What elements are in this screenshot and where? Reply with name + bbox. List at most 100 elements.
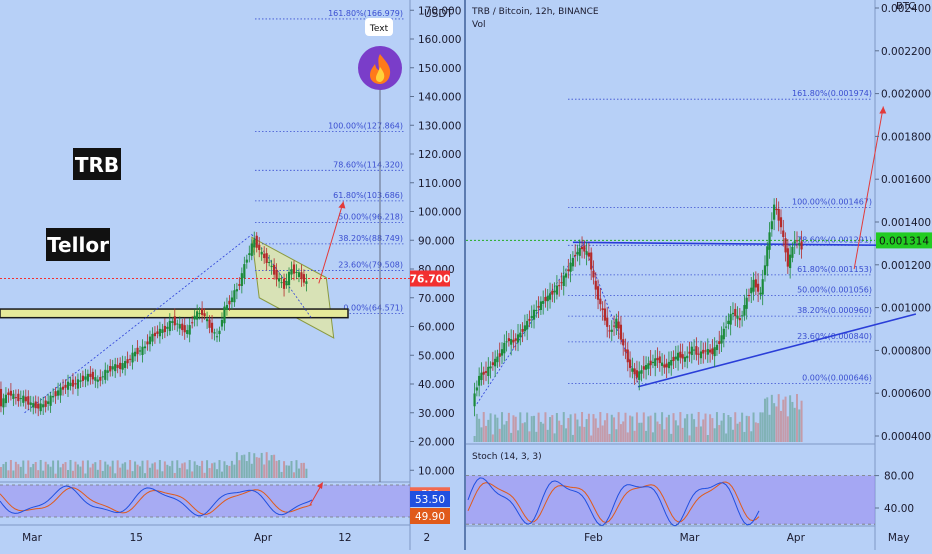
right-candle	[768, 232, 771, 250]
right-candle	[759, 292, 762, 295]
right-candle	[754, 279, 757, 288]
left-candle	[205, 319, 209, 322]
left-candle	[121, 363, 124, 370]
left-candle	[178, 324, 181, 329]
right-candle	[734, 308, 737, 317]
right-volume-bar	[505, 421, 508, 442]
support-trendline	[637, 313, 917, 388]
left-volume-bar	[250, 463, 253, 478]
right-candle	[766, 246, 769, 267]
text-annotation[interactable]: Text	[365, 18, 393, 36]
left-currency-label: USDT	[424, 8, 453, 20]
left-volume-bar	[230, 460, 233, 478]
right-candle	[482, 371, 485, 375]
right-volume-bar	[567, 418, 570, 442]
left-volume-bar	[37, 470, 40, 478]
tellor-label[interactable]: Tellor	[46, 228, 110, 261]
right-candle	[784, 238, 787, 253]
volume-legend-label[interactable]: Vol	[472, 20, 485, 30]
right-candle	[665, 363, 668, 368]
right-volume-bar	[761, 412, 764, 442]
right-current-price-badge[interactable]: 0.001314	[876, 232, 932, 249]
right-candle	[478, 375, 481, 386]
right-volume-bar	[576, 419, 579, 442]
left-candle	[27, 396, 30, 405]
left-candle	[265, 253, 268, 263]
left-volume-bar	[176, 460, 179, 478]
left-volume-bar	[258, 457, 261, 478]
left-candle	[173, 316, 176, 326]
svg-text:0.001314: 0.001314	[879, 235, 929, 247]
right-candle	[702, 349, 705, 354]
right-time-label: Apr	[787, 532, 806, 544]
svg-text:TRB: TRB	[75, 153, 119, 177]
right-volume-bar	[667, 414, 670, 442]
right-stoch-axis: 80.00 40.00	[875, 471, 914, 515]
right-candle	[777, 208, 780, 221]
right-candle	[567, 269, 570, 272]
left-volume-bar	[114, 473, 117, 478]
right-candle	[750, 287, 753, 294]
right-candle	[741, 315, 744, 317]
right-candle	[761, 279, 764, 295]
right-volume-bar	[603, 420, 606, 442]
right-candle	[507, 338, 510, 342]
left-volume-bar	[17, 464, 20, 478]
symbol-header[interactable]: TRB / Bitcoin, 12h, BINANCE	[471, 7, 599, 17]
left-volume-bar	[183, 462, 186, 478]
stoch-d-badge[interactable]: 49.90	[410, 508, 450, 524]
left-candle	[131, 352, 134, 363]
left-stoch-k-line	[0, 485, 313, 517]
stoch-k-badge[interactable]: 53.50	[410, 491, 450, 507]
left-candle	[201, 308, 204, 315]
right-volume-bar	[626, 432, 629, 442]
right-volume-bar	[686, 414, 689, 442]
right-candle	[709, 349, 712, 353]
right-volume-bar	[642, 412, 645, 442]
right-volume-bar	[530, 416, 533, 442]
right-volume-bar	[549, 417, 552, 442]
left-candle	[218, 330, 221, 335]
left-volume-bar	[248, 452, 251, 478]
right-axis-label: 0.000400	[881, 431, 931, 443]
right-volume-bar	[528, 431, 531, 442]
right-candle	[510, 338, 513, 345]
left-candle	[176, 323, 179, 325]
left-fib-label: 61.80%(103.686)	[333, 191, 403, 200]
left-candle	[156, 331, 159, 334]
left-candle	[81, 375, 85, 381]
right-candle	[585, 251, 588, 255]
right-volume-bar	[478, 418, 481, 442]
right-candle	[530, 315, 533, 319]
left-candle	[84, 376, 87, 380]
right-candle	[763, 265, 767, 276]
right-candle	[789, 254, 792, 269]
left-candle	[42, 404, 45, 408]
left-candle	[19, 398, 22, 400]
right-volume-bar	[510, 432, 513, 442]
left-candle	[240, 273, 243, 287]
left-volume-bar	[213, 462, 216, 478]
right-volume-bar	[574, 413, 577, 442]
left-volume-bar	[12, 470, 15, 478]
trb-label[interactable]: TRB	[73, 148, 121, 180]
right-candle	[699, 351, 703, 359]
left-volume-bar	[143, 473, 146, 478]
left-volume-bar	[153, 462, 156, 478]
left-volume-bar	[278, 460, 281, 478]
right-axis-label: 0.001800	[881, 131, 931, 143]
stoch-legend-label[interactable]: Stoch (14, 3, 3)	[472, 452, 542, 462]
left-target-arrow-line	[318, 201, 344, 284]
right-candle	[626, 349, 629, 363]
left-candle	[114, 364, 117, 372]
right-volume-bar	[784, 396, 787, 442]
left-volume-bar	[171, 460, 174, 478]
right-volume-bar	[542, 423, 545, 442]
left-candle	[275, 269, 278, 280]
left-candle	[305, 281, 308, 284]
left-axis-label: 160.000	[418, 34, 461, 46]
right-volume-bar	[581, 412, 584, 442]
left-current-price-badge[interactable]: 76.700	[410, 270, 451, 287]
fire-emoji-icon[interactable]	[358, 46, 402, 90]
